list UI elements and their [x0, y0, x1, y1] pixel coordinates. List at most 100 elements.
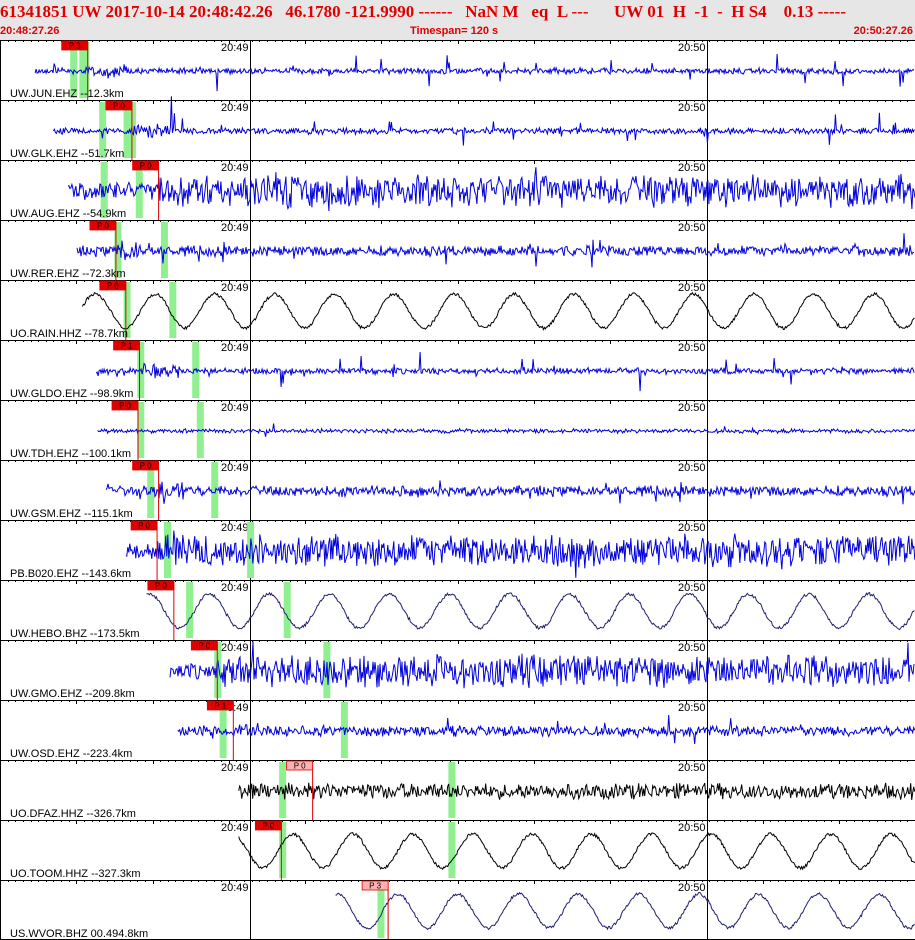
trace-panel[interactable]: 20:49 20:50P 1UW.OSD.EHZ --223.4km: [0, 700, 915, 760]
p-pick-flag[interactable]: [61, 40, 89, 51]
waveform: [98, 424, 915, 437]
waveform: [82, 293, 914, 330]
p-pick-flag[interactable]: [89, 220, 117, 231]
minute-label: 20:50: [678, 42, 706, 54]
p-pick-label: P 3: [69, 42, 81, 51]
analysis-window: [169, 282, 177, 338]
minute-label: 20:49: [221, 222, 249, 234]
waveform: [106, 480, 915, 504]
p-pick-flag[interactable]: [132, 460, 160, 471]
end-time: 20:50:27.26: [853, 25, 913, 37]
analysis-window: [219, 702, 227, 758]
waveform: [35, 54, 914, 91]
analysis-window: [279, 762, 287, 818]
analysis-window: [123, 102, 131, 158]
p-pick-flag[interactable]: [147, 580, 175, 591]
station-label: UO.RAIN.HHZ --78.7km: [10, 328, 128, 340]
minute-label: 20:49: [221, 462, 249, 474]
minute-label: 20:50: [678, 822, 706, 834]
trace-panel[interactable]: 20:49 20:50 P 1 UW.GLDO.EHZ --98.9km: [0, 340, 915, 400]
minute-label: 20:50: [678, 702, 706, 714]
minute-label: 20:49: [221, 882, 249, 894]
waveform: [239, 833, 915, 870]
trace-panel[interactable]: 20:49 20:50 P 0 UW.GLK.EHZ --51.7km: [0, 96, 915, 160]
trace-panel[interactable]: 20:49 20:50 P 0 UW.GSM.EHZ --115.1km: [0, 460, 915, 520]
trace-panel[interactable]: 20:49 20:50 P 3 UW.JUN.EHZ --12.3km: [0, 40, 915, 100]
station-label: UW.GSM.EHZ --115.1km: [10, 508, 133, 520]
minute-label: 20:50: [678, 402, 706, 414]
waveform: [96, 352, 914, 391]
analysis-window: [211, 462, 219, 518]
event-title: 61341851 UW 2017-10-14 20:48:42.26 46.17…: [0, 2, 846, 21]
station-label: UW.RER.EHZ --72.3km: [10, 268, 126, 280]
p-pick-flag[interactable]: [286, 760, 314, 771]
minute-label: 20:50: [678, 102, 706, 114]
minute-label: 20:49: [221, 162, 249, 174]
trace-panel[interactable]: 20:49 20:50 P 3 US.WVOR.BHZ 00.494.8km: [0, 880, 915, 940]
trace-panel[interactable]: 20:49 20:50 P 0 UO.RAIN.HHZ --78.7km: [0, 280, 915, 340]
p-pick-flag[interactable]: [132, 160, 160, 171]
p-pick-label: P 0: [97, 222, 109, 231]
trace-panel[interactable]: 20:49 20:50 P 0 UW.RER.EHZ --72.3km: [0, 220, 915, 280]
analysis-window: [186, 582, 194, 638]
p-pick-flag[interactable]: [190, 640, 218, 651]
trace-panel[interactable]: 20:49 20:50 P 0 UW.AUG.EHZ --54.9km: [0, 160, 915, 220]
trace-panel[interactable]: 20:49 20:50 P 0 PB.B020.EHZ --143.6km: [0, 520, 915, 580]
minute-label: 20:50: [678, 762, 706, 774]
station-label: US.WVOR.BHZ 00.494.8km: [10, 928, 148, 940]
analysis-window: [279, 822, 287, 878]
minute-label: 20:49: [221, 822, 249, 834]
station-label: PB.B020.EHZ --143.6km: [10, 568, 131, 580]
waveform: [68, 167, 915, 211]
analysis-window: [135, 162, 143, 218]
station-label: UW.GLDO.EHZ --98.9km: [10, 388, 133, 400]
analysis-window: [448, 822, 456, 878]
p-pick-flag[interactable]: [254, 820, 282, 831]
waveform: [170, 642, 914, 689]
trace-panel[interactable]: 20:49 20:50 P 0 UW.GMO.EHZ --209.8km: [0, 640, 915, 700]
minute-label: 20:49: [221, 642, 249, 654]
minute-label: 20:50: [678, 522, 706, 534]
p-pick-label: P 0: [155, 582, 167, 591]
station-label: UO.DFAZ.HHZ --326.7km: [10, 808, 136, 820]
p-pick-flag[interactable]: [130, 520, 158, 531]
minute-label: 20:49: [221, 282, 249, 294]
minute-label: 20:49: [221, 762, 249, 774]
analysis-window: [196, 402, 204, 458]
station-label: UW.HEBO.BHZ --173.5km: [10, 628, 140, 640]
station-label: UW.JUN.EHZ --12.3km: [10, 88, 124, 100]
station-label: UW.AUG.EHZ --54.9km: [10, 208, 126, 220]
p-pick-flag[interactable]: [111, 400, 139, 411]
minute-label: 20:50: [678, 582, 706, 594]
minute-label: 20:50: [678, 162, 706, 174]
p-pick-flag[interactable]: [113, 340, 140, 351]
p-pick-label: P 0: [262, 822, 274, 831]
trace-panel[interactable]: 20:49 20:50 P 0 UW.TDH.EHZ --100.1km: [0, 400, 915, 460]
p-pick-flag[interactable]: [99, 280, 127, 291]
p-pick-label: P 1: [214, 702, 226, 711]
p-pick-label: P 0: [198, 642, 210, 651]
p-pick-label: P 0: [113, 102, 125, 111]
minute-label: 20:49: [221, 342, 249, 354]
analysis-window: [283, 582, 291, 638]
trace-panel[interactable]: 20:49 20:50 P 0 UW.HEBO.BHZ --173.5km: [0, 580, 915, 640]
trace-panel[interactable]: 20:49 20:50 P 0 UO.DFAZ.HHZ --326.7km: [0, 760, 915, 820]
station-label: UW.TDH.EHZ --100.1km: [10, 448, 131, 460]
trace-panel[interactable]: 20:49 20:50 P 0 UO.TOOM.HHZ --327.3km: [0, 820, 915, 880]
analysis-window: [99, 102, 107, 158]
minute-label: 20:50: [678, 462, 706, 474]
minute-label: 20:49: [221, 402, 249, 414]
minute-label: 20:50: [678, 882, 706, 894]
p-pick-label: P 0: [140, 162, 152, 171]
p-pick-label: P 0: [140, 462, 152, 471]
p-pick-label: P 0: [119, 402, 131, 411]
minute-label: 20:49: [221, 42, 249, 54]
p-pick-flag[interactable]: [361, 880, 389, 891]
minute-label: 20:49: [221, 582, 249, 594]
p-pick-flag[interactable]: [206, 700, 234, 711]
minute-label: 20:50: [678, 342, 706, 354]
station-label: UO.TOOM.HHZ --327.3km: [10, 868, 141, 880]
p-pick-flag[interactable]: [105, 100, 133, 111]
minute-label: 20:50: [678, 642, 706, 654]
